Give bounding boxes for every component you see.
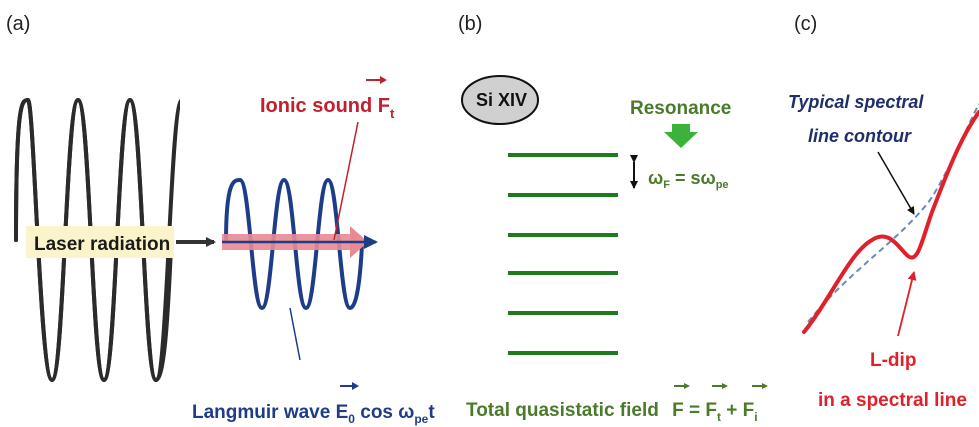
dip-label-line2: in a spectral line: [818, 390, 967, 411]
ion-ellipse: [461, 75, 539, 125]
laser-label-box: [26, 226, 174, 258]
ionic-pointer: [333, 121, 359, 241]
panel-a: Laser radiation Ionic sound Ft Langmuir …: [14, 76, 435, 426]
dip-pointer: [897, 271, 917, 337]
langmuir-pointer: [289, 307, 301, 361]
langmuir-label: Langmuir wave E0 cos ωpet: [192, 402, 435, 426]
panel-label-b: (b): [458, 13, 482, 35]
laser-label: Laser radiation: [34, 234, 170, 255]
contour-label-line1: Typical spectral: [788, 92, 924, 112]
panel-c: Typical spectral line contour L-dip in a…: [788, 92, 979, 411]
contour-label-line2: line contour: [808, 126, 912, 146]
l-dip-line: [802, 110, 979, 334]
panel-label-c: (c): [794, 13, 817, 35]
panel-b: Si XIV Resonance ωF = sωpe Total quasist…: [461, 75, 768, 424]
panel-label-a: (a): [6, 13, 30, 35]
resonance-condition: ωF = sωpe: [648, 168, 729, 191]
resonance-label: Resonance: [630, 98, 731, 119]
ion-label: Si XIV: [476, 90, 527, 110]
ionic-sound-label: Ionic sound Ft: [260, 95, 395, 121]
contour-pointer: [877, 151, 915, 215]
total-field-label: Total quasistatic field F = Ft + Fi: [466, 400, 758, 424]
resonance-arrow: [664, 124, 698, 148]
dip-label-line1: L-dip: [870, 350, 916, 371]
